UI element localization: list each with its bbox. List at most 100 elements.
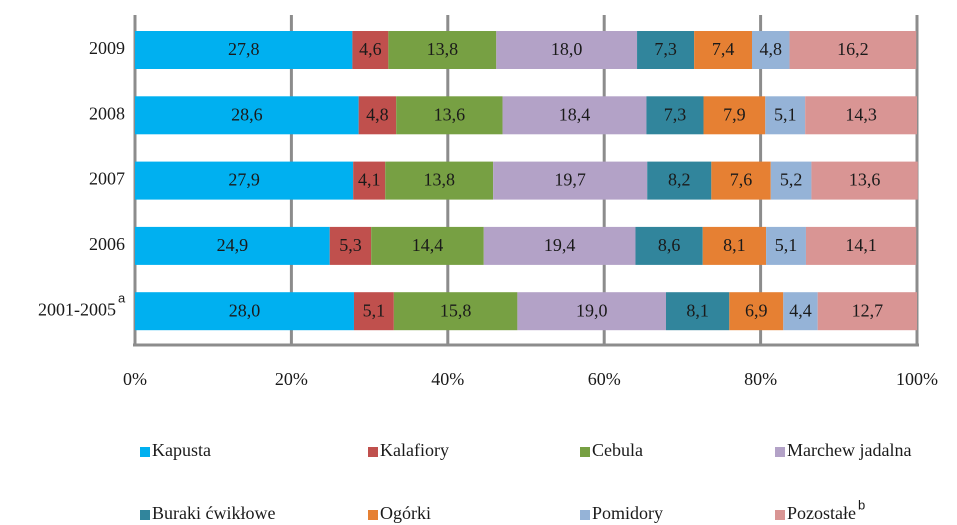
data-label: 7,4 bbox=[712, 39, 735, 59]
data-label: 5,1 bbox=[363, 300, 386, 320]
y-tick-label: 2009 bbox=[89, 38, 125, 58]
data-label: 4,8 bbox=[760, 39, 783, 59]
data-label: 12,7 bbox=[852, 300, 884, 320]
data-label: 14,3 bbox=[845, 104, 877, 124]
bar-segment bbox=[646, 96, 704, 135]
bar-segment bbox=[135, 226, 330, 265]
x-tick-label: 60% bbox=[588, 369, 621, 389]
bar-segment bbox=[353, 292, 394, 331]
legend-label: Kapusta bbox=[152, 440, 211, 460]
bar-segment bbox=[702, 226, 767, 265]
bar-segment bbox=[751, 31, 790, 69]
data-label: 7,9 bbox=[723, 104, 746, 124]
bar-segment bbox=[329, 226, 372, 265]
bar-segment bbox=[135, 292, 354, 331]
bar-segment bbox=[385, 161, 494, 200]
bar-segment bbox=[817, 292, 917, 331]
bar-segment bbox=[789, 31, 917, 69]
data-label: 13,6 bbox=[849, 170, 881, 190]
data-label: 5,3 bbox=[339, 235, 362, 255]
bar-segment bbox=[770, 161, 812, 200]
bar-segment bbox=[783, 292, 818, 331]
data-label: 7,6 bbox=[730, 170, 753, 190]
data-label: 4,8 bbox=[366, 104, 389, 124]
legend-swatch bbox=[140, 447, 150, 457]
bar-segment bbox=[393, 292, 518, 331]
bar-segment bbox=[371, 226, 484, 265]
data-label: 8,2 bbox=[668, 170, 691, 190]
y-tick-label: 2001-2005 bbox=[38, 299, 116, 319]
x-tick-label: 80% bbox=[744, 369, 777, 389]
data-label: 7,3 bbox=[664, 104, 687, 124]
bar-segment bbox=[637, 31, 695, 69]
bar-segment bbox=[388, 31, 497, 69]
bar-segment bbox=[496, 31, 638, 69]
bar-segment bbox=[396, 96, 503, 135]
bar-segment bbox=[703, 96, 766, 135]
legend-label: Marchew jadalna bbox=[787, 440, 911, 460]
bar-segment bbox=[517, 292, 666, 331]
legend-swatch bbox=[368, 447, 378, 457]
legend-swatch bbox=[368, 510, 378, 520]
data-label: 15,8 bbox=[440, 300, 472, 320]
data-label: 8,1 bbox=[686, 300, 709, 320]
data-label: 5,2 bbox=[780, 170, 803, 190]
legend-swatch bbox=[580, 510, 590, 520]
data-label: 27,8 bbox=[228, 39, 260, 59]
legend-swatch bbox=[580, 447, 590, 457]
data-label: 4,1 bbox=[358, 170, 381, 190]
bar-segment bbox=[766, 226, 806, 265]
data-label: 5,1 bbox=[774, 104, 797, 124]
bar-segment bbox=[805, 226, 917, 265]
x-tick-label: 100% bbox=[896, 369, 938, 389]
legend-label: Pomidory bbox=[592, 503, 663, 523]
data-label: 16,2 bbox=[837, 39, 869, 59]
data-label: 4,4 bbox=[789, 300, 812, 320]
data-label: 24,9 bbox=[217, 235, 249, 255]
bar-segment bbox=[694, 31, 752, 69]
bar-segment bbox=[635, 226, 703, 265]
bar-segment bbox=[647, 161, 712, 200]
bar-segment bbox=[805, 96, 917, 135]
data-label: 8,1 bbox=[723, 235, 746, 255]
legend-superscript: b bbox=[858, 497, 865, 512]
x-tick-label: 20% bbox=[275, 369, 308, 389]
data-label: 28,0 bbox=[229, 300, 261, 320]
bar-segment bbox=[502, 96, 647, 135]
legend-label: Pozostałe bbox=[787, 503, 856, 523]
x-tick-label: 0% bbox=[123, 369, 147, 389]
bar-segment bbox=[135, 161, 354, 200]
data-label: 19,7 bbox=[554, 170, 586, 190]
y-tick-superscript: a bbox=[118, 291, 126, 306]
data-label: 7,3 bbox=[654, 39, 677, 59]
data-label: 14,1 bbox=[845, 235, 877, 255]
legend-label: Buraki ćwikłowe bbox=[152, 503, 275, 523]
data-label: 13,8 bbox=[423, 170, 455, 190]
data-label: 4,6 bbox=[359, 39, 382, 59]
data-label: 13,8 bbox=[427, 39, 459, 59]
bar-segment bbox=[483, 226, 636, 265]
bar-segment bbox=[353, 161, 386, 200]
data-label: 19,4 bbox=[544, 235, 576, 255]
data-label: 18,0 bbox=[551, 39, 583, 59]
legend-label: Kalafiory bbox=[380, 440, 449, 460]
x-tick-label: 40% bbox=[431, 369, 464, 389]
bar-segment bbox=[493, 161, 648, 200]
data-label: 19,0 bbox=[576, 300, 608, 320]
bar-segment bbox=[352, 31, 389, 69]
y-tick-label: 2008 bbox=[89, 103, 125, 123]
y-tick-label: 2006 bbox=[89, 234, 125, 254]
data-label: 8,6 bbox=[658, 235, 681, 255]
data-label: 27,9 bbox=[228, 170, 260, 190]
legend-swatch bbox=[775, 447, 785, 457]
bar-segment bbox=[135, 31, 353, 69]
data-label: 18,4 bbox=[559, 104, 591, 124]
bar-segment bbox=[665, 292, 730, 331]
bar-segment bbox=[358, 96, 397, 135]
bar-segment bbox=[135, 96, 359, 135]
data-label: 6,9 bbox=[745, 300, 768, 320]
bar-segment bbox=[711, 161, 771, 200]
legend-label: Cebula bbox=[592, 440, 643, 460]
legend-swatch bbox=[775, 510, 785, 520]
